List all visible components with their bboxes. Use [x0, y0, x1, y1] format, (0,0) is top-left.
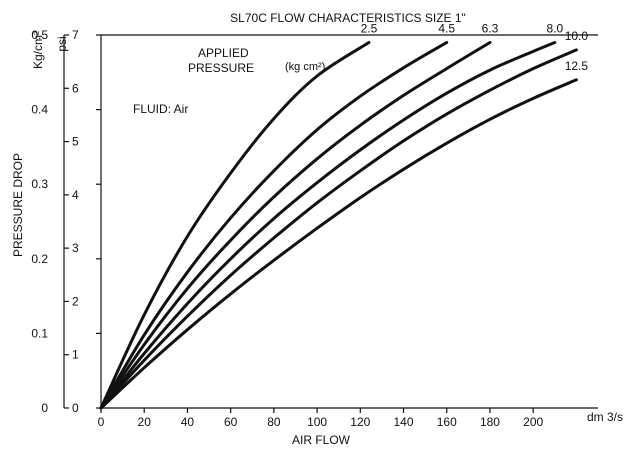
y-tick-label: 0.2 — [31, 252, 48, 266]
fluid-note: FLUID: Air — [133, 102, 188, 116]
legend-unit: (kg cm²) — [285, 61, 325, 73]
axes — [63, 34, 598, 409]
x-tick-label: 160 — [437, 415, 457, 429]
pressure-label: 2.5 — [361, 21, 378, 35]
x-tick-label: 0 — [98, 415, 105, 429]
legend-title-pressure: PRESSURE — [188, 61, 254, 75]
pressure-label: 12.5 — [565, 59, 589, 73]
pressure-curve — [99, 41, 557, 410]
chart-title: SL70C FLOW CHARACTERISTICS SIZE 1" — [230, 11, 466, 25]
psi-tick-label: 1 — [72, 348, 79, 362]
psi-tick-label: 0 — [72, 401, 79, 415]
curves: 2.5 4.5 6.3 8.010.0 12.5 — [99, 21, 589, 410]
x-axis-title: AIR FLOW — [292, 433, 351, 447]
ticks: 0 20 40 60 80 100 120 140 160 180 20000.10.20.30.4… — [31, 28, 543, 429]
psi-tick-label: 5 — [72, 135, 79, 149]
psi-tick-label: 6 — [72, 81, 79, 95]
y-tick-label: 0.3 — [31, 177, 48, 191]
x-tick-label: 80 — [267, 415, 281, 429]
pressure-curve — [99, 41, 449, 410]
pressure-curve — [99, 48, 578, 410]
pressure-curve — [99, 41, 492, 410]
psi-tick-label: 7 — [72, 28, 79, 42]
legend-title-applied: APPLIED — [198, 46, 249, 60]
pressure-curve — [99, 78, 578, 410]
pressure-label: 10.0 — [565, 29, 589, 43]
pressure-label: 4.5 — [438, 21, 455, 35]
y-tick-label: 0 — [41, 401, 48, 415]
psi-tick-label: 2 — [72, 294, 79, 308]
y-tick-label: 0.1 — [31, 326, 48, 340]
psi-tick-label: 4 — [72, 188, 79, 202]
x-tick-label: 200 — [523, 415, 543, 429]
y-unit-psi-label: psi — [55, 36, 69, 51]
x-axis-unit: dm 3/s — [587, 410, 623, 424]
pressure-label: 6.3 — [482, 21, 499, 35]
y-unit-kg-label: Kg/cm² — [31, 31, 45, 69]
pressure-label: 8.0 — [546, 21, 563, 35]
pressure-curve — [99, 41, 371, 410]
x-tick-label: 60 — [224, 415, 238, 429]
y-tick-label: 0.5 — [31, 28, 48, 42]
x-tick-label: 100 — [307, 415, 327, 429]
x-tick-label: 40 — [181, 415, 195, 429]
psi-tick-label: 3 — [72, 241, 79, 255]
x-tick-label: 180 — [480, 415, 500, 429]
y-axis-title: PRESSURE DROP — [11, 153, 25, 257]
x-tick-label: 20 — [138, 415, 152, 429]
x-tick-label: 140 — [394, 415, 414, 429]
y-tick-label: 0.4 — [31, 103, 48, 117]
x-tick-label: 120 — [350, 415, 370, 429]
